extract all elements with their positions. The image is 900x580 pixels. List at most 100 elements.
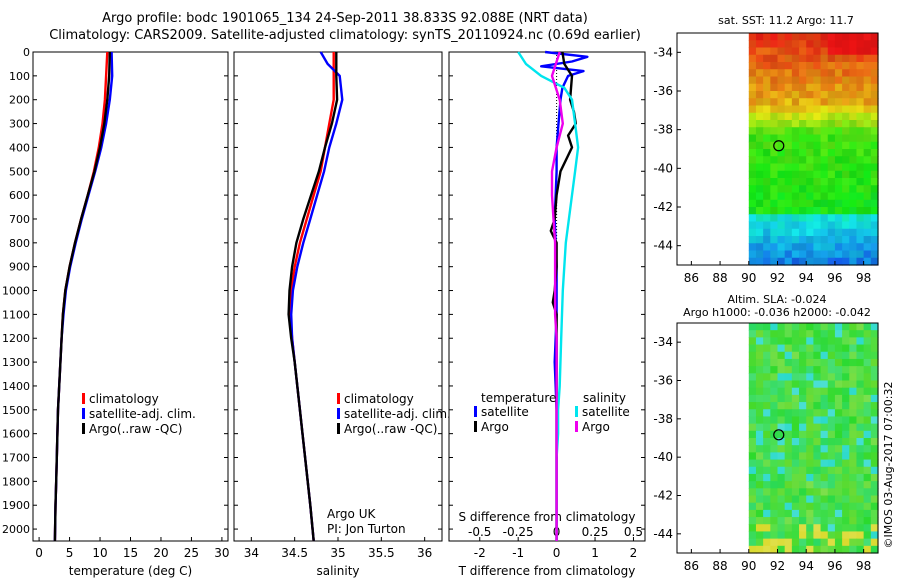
heatmap-cell (799, 149, 807, 157)
heatmap-cell (842, 481, 850, 489)
heatmap-cell (748, 337, 757, 346)
sst-map-xtick-label: 94 (799, 271, 814, 285)
heatmap-cell (777, 380, 786, 389)
heatmap-cell (849, 163, 858, 172)
heatmap-cell (755, 149, 764, 157)
heatmap-cell (849, 105, 858, 114)
heatmap-cell (842, 358, 850, 367)
heatmap-cell (813, 112, 822, 121)
heatmap-cell (842, 387, 850, 396)
heatmap-cell (849, 509, 858, 518)
heatmap-cell (813, 323, 822, 331)
heatmap-cell (806, 221, 814, 230)
heatmap-cell (827, 221, 836, 230)
heatmap-cell (806, 524, 814, 533)
heatmap-cell (799, 156, 807, 165)
heatmap-cell (842, 257, 850, 266)
heatmap-cell (856, 207, 865, 215)
heatmap-cell (820, 149, 829, 157)
heatmap-cell (777, 91, 786, 99)
heatmap-cell (827, 358, 836, 367)
heatmap-cell (806, 236, 814, 244)
heatmap-cell (748, 330, 757, 338)
heatmap-cell (849, 54, 858, 63)
heatmap-cell (827, 250, 836, 259)
legend-title-salinity: salinity (583, 391, 626, 405)
panel1-xtick-label: 25 (184, 546, 199, 560)
heatmap-cell (856, 105, 865, 114)
heatmap-cell (791, 98, 800, 107)
heatmap-cell (799, 438, 807, 446)
heatmap-cell (834, 257, 843, 266)
heatmap-cell (784, 149, 793, 157)
heatmap-cell (856, 344, 865, 353)
heatmap-cell (856, 243, 865, 252)
heatmap-cell (842, 344, 850, 353)
heatmap-cell (755, 170, 764, 179)
heatmap-cell (777, 394, 786, 403)
heatmap-cell (827, 337, 836, 346)
heatmap-cell (834, 466, 843, 475)
heatmap-cell (799, 337, 807, 346)
heatmap-cell (834, 76, 843, 85)
heatmap-cell (827, 538, 836, 547)
heatmap-cell (763, 141, 771, 150)
heatmap-cell (827, 509, 836, 518)
heatmap-cell (806, 62, 814, 70)
heatmap-cell (755, 473, 764, 482)
heatmap-cell (856, 358, 865, 367)
heatmap-cell (863, 495, 872, 504)
heatmap-cell (827, 47, 836, 56)
chart-title-line1: Argo profile: bodc 1901065_134 24-Sep-20… (102, 11, 588, 26)
sla-map-ytick-label: -44 (653, 527, 673, 541)
heatmap-cell (791, 149, 800, 157)
heatmap-cell (842, 120, 850, 128)
heatmap-cell (849, 127, 858, 136)
heatmap-cell (791, 112, 800, 121)
heatmap-cell (806, 192, 814, 201)
heatmap-cell (806, 33, 814, 41)
heatmap-cell (820, 466, 829, 475)
heatmap-cell (842, 373, 850, 382)
heatmap-cell (813, 105, 822, 114)
heatmap-cell (842, 127, 850, 136)
heatmap-cell (856, 517, 865, 525)
heatmap-cell (849, 185, 858, 194)
heatmap-cell (813, 473, 822, 482)
heatmap-cell (763, 250, 771, 259)
heatmap-cell (856, 394, 865, 403)
heatmap-cell (755, 76, 764, 85)
heatmap-cell (813, 83, 822, 92)
heatmap-cell (777, 416, 786, 425)
depth-tick-label: 1700 (2, 452, 30, 465)
heatmap-cell (813, 466, 822, 475)
heatmap-cell (870, 83, 879, 92)
heatmap-cell (820, 538, 829, 547)
annotation-line2: PI: Jon Turton (327, 522, 406, 536)
heatmap-cell (813, 257, 822, 266)
heatmap-cell (870, 228, 879, 237)
heatmap-cell (856, 236, 865, 244)
heatmap-cell (748, 243, 757, 252)
heatmap-cell (784, 236, 793, 244)
sla-map-xtick-label: 98 (856, 559, 871, 573)
heatmap-cell (827, 207, 836, 215)
heatmap-cell (849, 47, 858, 56)
heatmap-cell (813, 76, 822, 85)
heatmap-cell (870, 394, 879, 403)
heatmap-cell (856, 221, 865, 230)
heatmap-cell (748, 207, 757, 215)
heatmap-cell (799, 481, 807, 489)
heatmap-cell (849, 366, 858, 374)
heatmap-cell (820, 524, 829, 533)
heatmap-cell (806, 323, 814, 331)
heatmap-cell (849, 394, 858, 403)
heatmap-cell (777, 473, 786, 482)
heatmap-cell (748, 127, 757, 136)
depth-tick-label: 1100 (2, 308, 30, 321)
heatmap-cell (863, 387, 872, 396)
panel3-xtick-label: 2 (630, 546, 638, 560)
heatmap-cell (755, 91, 764, 99)
heatmap-cell (863, 416, 872, 425)
heatmap-cell (748, 323, 757, 331)
